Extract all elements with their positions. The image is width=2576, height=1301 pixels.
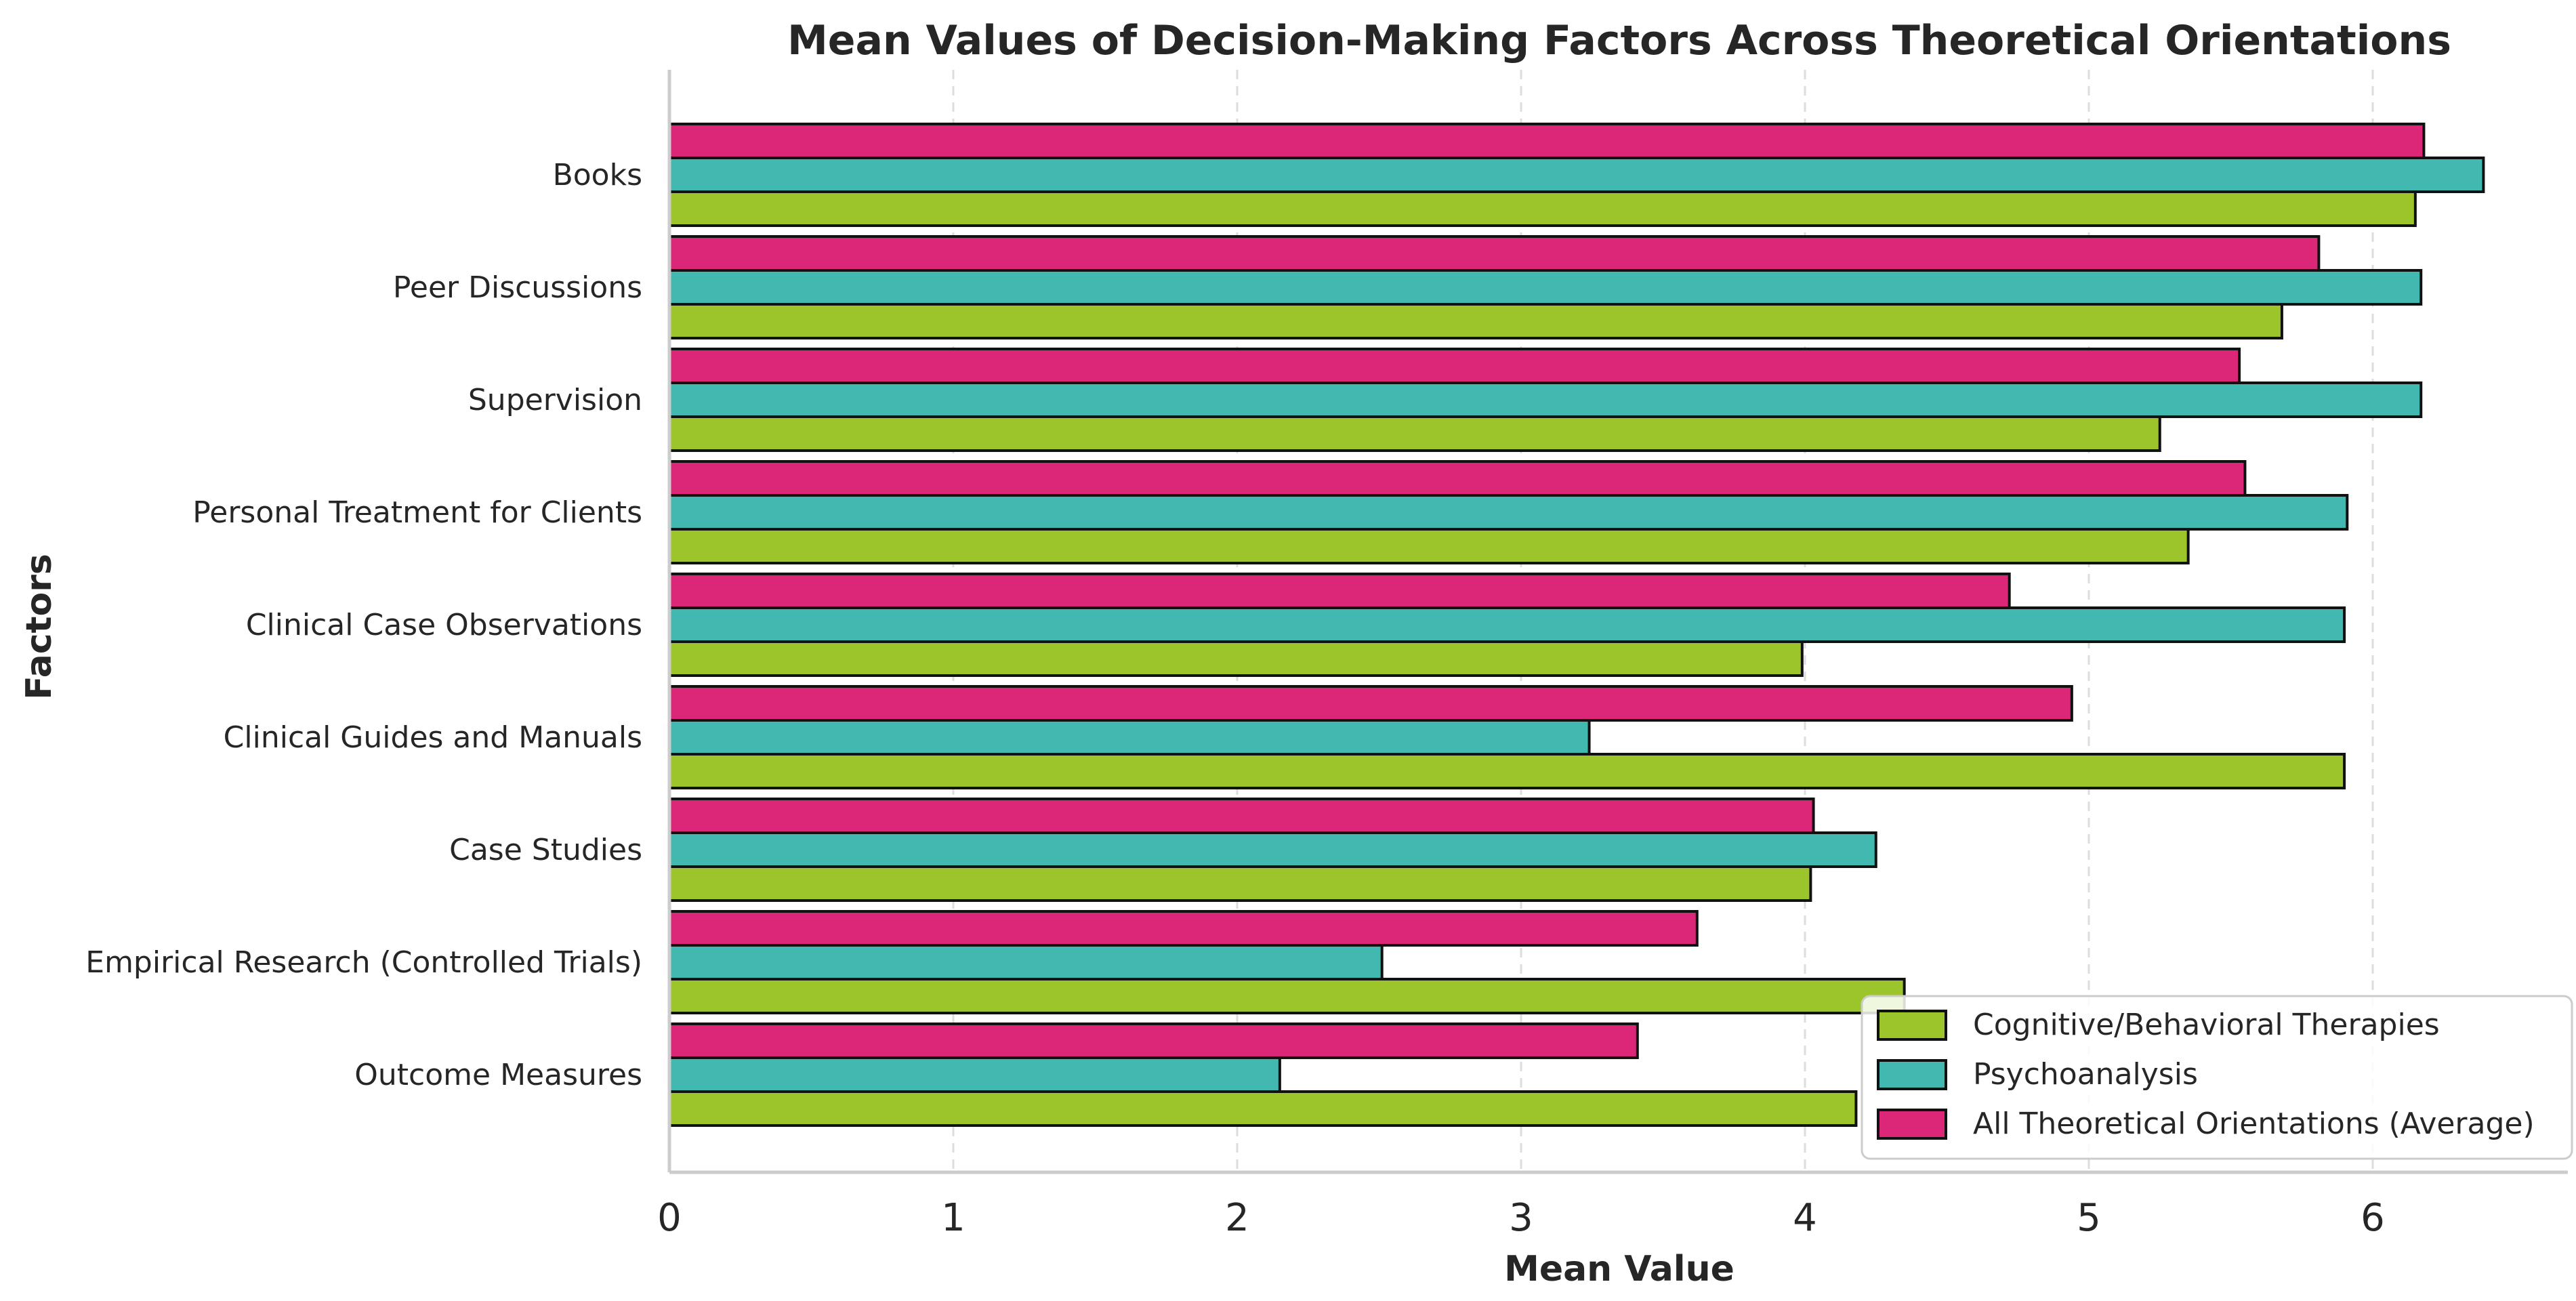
legend: Cognitive/Behavioral Therapies Psychoanal… xyxy=(1861,995,2573,1160)
x-axis-label: Mean Value xyxy=(1504,1249,1734,1289)
bar-0-0 xyxy=(668,190,2417,227)
bar-1-8 xyxy=(668,1056,1281,1093)
bar-1-0 xyxy=(668,157,2485,193)
x-tick-label-1: 1 xyxy=(941,1196,965,1240)
x-tick-label-6: 6 xyxy=(2361,1196,2385,1240)
bar-0-7 xyxy=(668,978,1906,1014)
bar-2-5 xyxy=(668,685,2073,722)
bar-2-2 xyxy=(668,348,2241,384)
x-tick-label-5: 5 xyxy=(2077,1196,2101,1240)
category-label-4: Clinical Case Observations xyxy=(246,608,642,642)
bar-1-5 xyxy=(668,719,1591,756)
bar-0-6 xyxy=(668,865,1812,902)
bar-1-3 xyxy=(668,494,2349,531)
bar-2-4 xyxy=(668,573,2011,609)
bar-0-8 xyxy=(668,1090,1858,1127)
legend-label-1: Psychoanalysis xyxy=(1973,1057,2198,1092)
bar-2-8 xyxy=(668,1023,1639,1059)
bar-0-1 xyxy=(668,303,2283,339)
legend-swatch-1 xyxy=(1877,1059,1947,1090)
bars xyxy=(668,123,2485,1127)
legend-box xyxy=(1861,995,2573,1160)
category-label-8: Outcome Measures xyxy=(354,1058,642,1092)
bar-1-1 xyxy=(668,269,2423,306)
category-labels: Books Peer Discussions Supervision Personal… xyxy=(85,158,642,1092)
category-label-0: Books xyxy=(553,158,642,192)
category-label-1: Peer Discussions xyxy=(393,270,642,305)
bar-2-7 xyxy=(668,910,1699,947)
bar-1-6 xyxy=(668,831,1877,868)
category-label-6: Case Studies xyxy=(449,833,642,867)
bar-2-6 xyxy=(668,798,1815,834)
bar-2-1 xyxy=(668,235,2321,272)
bar-2-0 xyxy=(668,123,2426,159)
bar-0-3 xyxy=(668,528,2190,564)
x-tick-labels: 0 1 2 3 4 5 6 xyxy=(657,1196,2385,1240)
x-tick-label-2: 2 xyxy=(1225,1196,1249,1240)
bar-2-3 xyxy=(668,460,2247,497)
bar-1-4 xyxy=(668,606,2346,643)
bar-1-2 xyxy=(668,381,2423,418)
x-tick-label-4: 4 xyxy=(1793,1196,1817,1240)
y-axis-label: Factors xyxy=(19,554,60,700)
chart-title: Mean Values of Decision-Making Factors A… xyxy=(787,17,2451,64)
bar-0-4 xyxy=(668,640,1804,677)
category-label-7: Empirical Research (Controlled Trials) xyxy=(85,945,642,980)
legend-label-0: Cognitive/Behavioral Therapies xyxy=(1973,1008,2440,1042)
x-tick-label-0: 0 xyxy=(657,1196,682,1240)
category-label-2: Supervision xyxy=(468,383,642,417)
bar-0-2 xyxy=(668,415,2161,452)
x-tick-label-3: 3 xyxy=(1509,1196,1533,1240)
legend-label-2: All Theoretical Orientations (Average) xyxy=(1973,1107,2535,1141)
legend-swatch-0 xyxy=(1877,1010,1947,1041)
bar-1-7 xyxy=(668,944,1384,980)
legend-swatch-2 xyxy=(1877,1109,1947,1140)
category-label-3: Personal Treatment for Clients xyxy=(192,495,642,530)
bar-0-5 xyxy=(668,753,2346,789)
category-label-5: Clinical Guides and Manuals xyxy=(224,720,642,755)
